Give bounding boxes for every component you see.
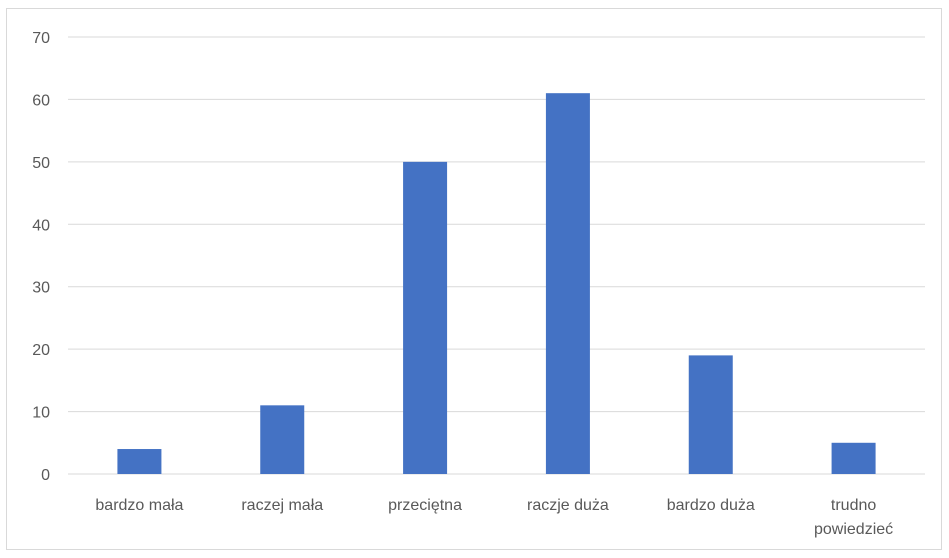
y-tick-label: 50 xyxy=(32,155,50,172)
bar xyxy=(545,93,590,474)
x-category-label: raczje duża xyxy=(527,497,609,514)
y-tick-label: 20 xyxy=(32,342,50,359)
bar xyxy=(403,161,448,474)
x-category-label-line: raczje duża xyxy=(527,497,609,514)
gridlines xyxy=(68,36,925,475)
y-tick-label: 30 xyxy=(32,280,50,297)
x-category-label: bardzo duża xyxy=(667,497,755,514)
x-category-label-line: trudno xyxy=(831,497,876,514)
bar xyxy=(688,355,733,474)
y-axis-tick-labels: 0 10 20 30 40 50 60 70 xyxy=(32,30,50,484)
y-tick-label: 60 xyxy=(32,92,50,109)
x-category-label: bardzo mała xyxy=(95,497,183,514)
chart-frame xyxy=(6,8,942,550)
bar xyxy=(831,442,876,474)
x-axis-category-labels: bardzo mała raczej mała przeciętna raczje d… xyxy=(95,497,893,538)
x-category-label: trudno powiedzieć xyxy=(814,497,893,538)
y-tick-label: 0 xyxy=(41,467,50,484)
x-category-label-line: bardzo mała xyxy=(95,497,183,514)
y-tick-label: 40 xyxy=(32,217,50,234)
y-tick-label: 70 xyxy=(32,30,50,47)
x-category-label-line: raczej mała xyxy=(241,497,323,514)
x-category-label: raczej mała xyxy=(241,497,323,514)
bar xyxy=(260,405,305,474)
y-tick-label: 10 xyxy=(32,405,50,422)
x-category-label: przeciętna xyxy=(388,497,462,514)
x-category-label-line: bardzo duża xyxy=(667,497,755,514)
x-category-label-line: powiedzieć xyxy=(814,521,893,538)
bar xyxy=(117,449,162,474)
x-category-label-line: przeciętna xyxy=(388,497,462,514)
bars xyxy=(117,93,876,474)
